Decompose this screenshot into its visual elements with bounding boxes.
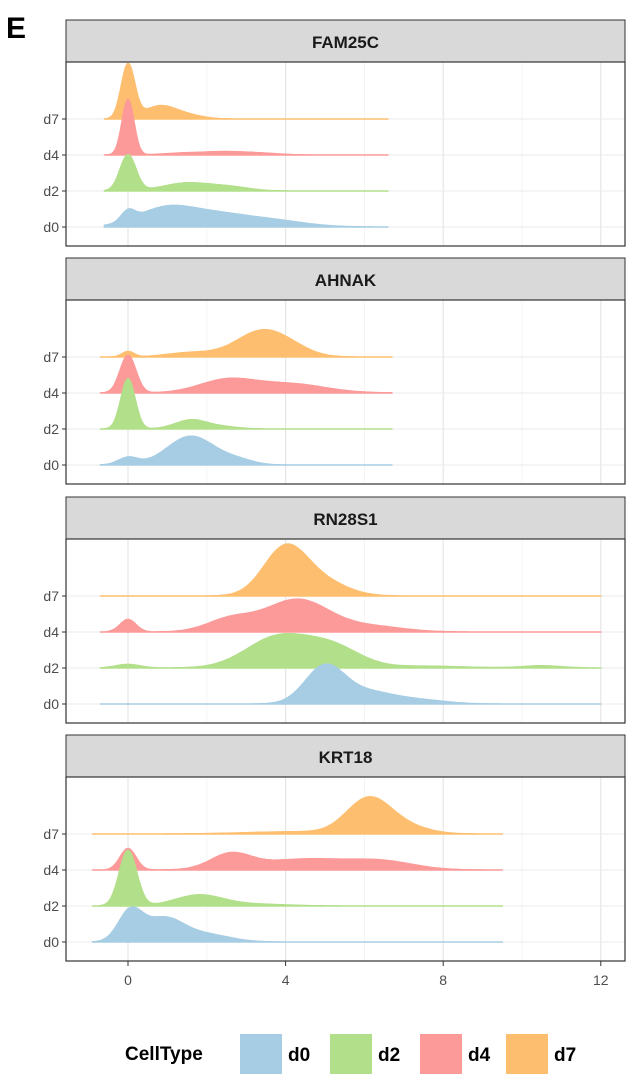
ridge-d4 (103, 98, 389, 156)
x-tick-label: 0 (124, 972, 132, 988)
panel-border (65, 61, 626, 247)
y-tick-label: d0 (43, 696, 59, 712)
x-tick-label: 4 (282, 972, 290, 988)
y-tick-label: d2 (43, 660, 59, 676)
legend-key-d0 (240, 1034, 282, 1074)
facet-strip (65, 734, 626, 778)
facet-panel: KRT18 d0 d2 d4 d7 (43, 734, 626, 962)
y-tick-label: d7 (43, 111, 59, 127)
facet-strip (65, 496, 626, 540)
ridge-d7 (91, 796, 504, 835)
y-tick-label: d7 (43, 826, 59, 842)
legend: CellType d0 d2 d4 d7 (125, 1034, 576, 1074)
ridge-d7 (99, 328, 393, 358)
y-tick-label: d0 (43, 457, 59, 473)
facet-title: FAM25C (312, 33, 379, 52)
facet-panel: FAM25C d0 d2 d4 d7 (43, 19, 626, 247)
legend-title: CellType (125, 1044, 203, 1065)
legend-label: d7 (554, 1045, 576, 1066)
ridge-d4 (99, 598, 602, 633)
facet-panel: RN28S1 d0 d2 d4 d7 (43, 496, 626, 724)
panel-label: E (6, 12, 27, 45)
ridge-d2 (91, 849, 504, 907)
ridge-d0 (91, 906, 504, 943)
y-tick-label: d0 (43, 219, 59, 235)
facet-title: AHNAK (315, 271, 377, 290)
ridge-d2 (99, 377, 393, 430)
ridge-d0 (99, 663, 602, 705)
ridge-d2 (103, 154, 389, 192)
legend-key-d2 (330, 1034, 372, 1074)
x-tick-label: 12 (593, 972, 609, 988)
y-tick-label: d2 (43, 898, 59, 914)
legend-key-d4 (420, 1034, 462, 1074)
panel-border (65, 776, 626, 962)
legend-label: d4 (468, 1045, 491, 1066)
ridge-d4 (91, 847, 504, 871)
y-tick-label: d4 (43, 147, 59, 163)
y-tick-label: d0 (43, 934, 59, 950)
facet-title: RN28S1 (313, 510, 377, 529)
facet-panel: AHNAK d0 d2 d4 d7 (43, 257, 626, 485)
legend-key-d7 (506, 1034, 548, 1074)
ridge-d0 (99, 435, 393, 466)
y-tick-label: d2 (43, 183, 59, 199)
legend-label: d2 (378, 1045, 400, 1066)
panel-border (65, 538, 626, 724)
y-tick-label: d4 (43, 385, 59, 401)
y-tick-label: d4 (43, 624, 59, 640)
y-tick-label: d7 (43, 349, 59, 365)
y-tick-label: d7 (43, 588, 59, 604)
facet-strip (65, 19, 626, 63)
x-tick-label: 8 (439, 972, 447, 988)
legend-label: d0 (288, 1045, 310, 1066)
y-tick-label: d4 (43, 862, 59, 878)
facet-title: KRT18 (319, 748, 373, 767)
panel-border (65, 299, 626, 485)
ridge-d0 (103, 204, 389, 228)
ridge-d7 (99, 543, 602, 597)
y-tick-label: d2 (43, 421, 59, 437)
facet-strip (65, 257, 626, 301)
ridge-d2 (99, 632, 602, 669)
